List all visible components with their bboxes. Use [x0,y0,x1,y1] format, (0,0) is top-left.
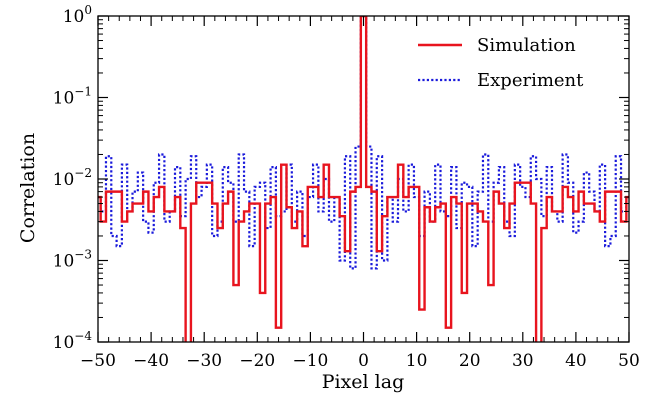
x-tick-label: −50 [80,351,116,371]
x-tick-label: 50 [618,351,640,371]
x-tick-label: −20 [239,351,275,371]
x-tick-label: −40 [133,351,169,371]
x-tick-label: −10 [292,351,328,371]
x-tick-label: 20 [459,351,481,371]
x-tick-label: 10 [406,351,428,371]
legend: Simulation Experiment [418,35,584,91]
x-tick-label: 30 [512,351,534,371]
x-axis-title: Pixel lag [322,371,405,393]
y-tick-label: 100 [63,3,92,27]
x-tick-label: −30 [186,351,222,371]
legend-label-simulation: Simulation [477,35,576,56]
y-axis-title: Correlation [17,133,39,243]
y-tick-label: 10−4 [53,329,93,353]
tick-layer: −50 −40 −30 −20 −10 0 10 20 30 40 50 10−4 10−3 10−2 10… [53,3,640,371]
x-tick-label: 0 [358,351,369,371]
y-tick-label: 10−3 [53,248,92,272]
y-tick-label: 10−1 [53,85,92,109]
x-tick-label: 40 [565,351,587,371]
y-tick-label: 10−2 [53,166,92,190]
legend-label-experiment: Experiment [477,70,584,91]
